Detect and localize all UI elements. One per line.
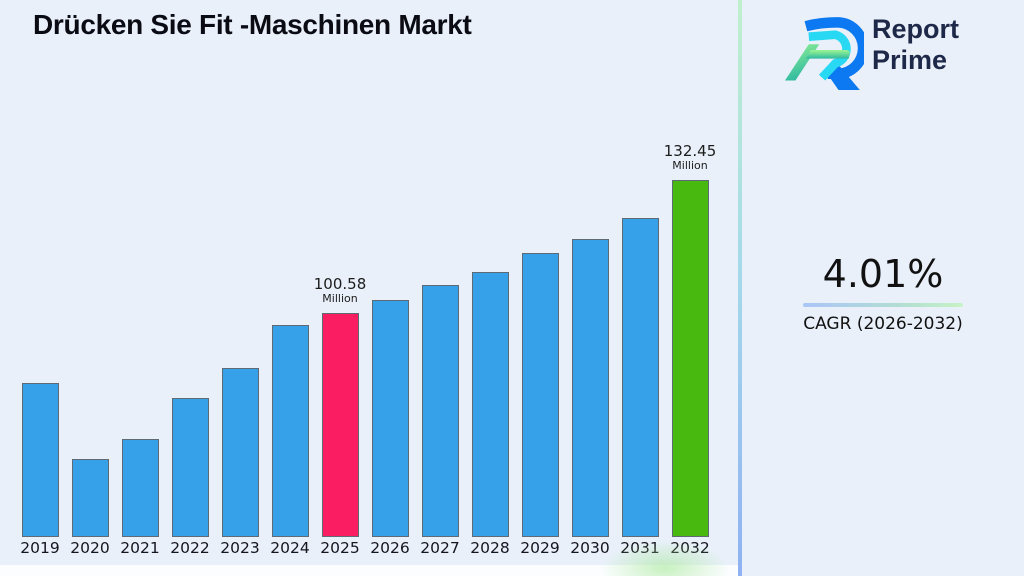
cagr-block: 4.01% CAGR (2026-2032) [742,252,1024,334]
bar-value-label-2025: 100.58 Million [313,275,367,306]
x-tick-label-2022: 2022 [170,539,210,557]
x-tick-label-2032: 2032 [670,539,710,557]
bar-2024 [271,325,309,537]
bar-plot: 100.58 Million 132.45 Million [0,142,738,537]
bar-2019 [21,383,59,537]
bottom-strip [0,565,738,576]
bar-2020 [71,459,109,537]
x-tick-label-2031: 2031 [620,539,660,557]
bar-2031 [621,218,659,537]
bar-2022 [171,398,209,537]
cagr-underline-decoration [803,303,963,307]
x-tick-label-2028: 2028 [470,539,510,557]
chart-section: Drücken Sie Fit -Maschinen Markt 100.58 M… [0,9,738,576]
brand-name: Report Prime [872,14,959,76]
bar-2023 [221,368,259,537]
x-tick-label-2023: 2023 [220,539,260,557]
x-tick-label-2020: 2020 [70,539,110,557]
chart-title: Drücken Sie Fit -Maschinen Markt [33,9,472,40]
x-tick-label-2021: 2021 [120,539,160,557]
bar-2026 [371,300,409,537]
bar-2027 [421,285,459,537]
bar-2029 [521,253,559,537]
x-tick-label-2030: 2030 [570,539,610,557]
brand-name-line1: Report [872,14,959,44]
bar-value-label-2032: 132.45 Million [663,142,717,173]
bar-2025 [321,313,359,537]
x-tick-label-2029: 2029 [520,539,560,557]
vertical-divider [738,0,742,576]
bar-2028 [471,272,509,537]
brand-name-line2: Prime [872,45,948,75]
cagr-label: CAGR (2026-2032) [803,314,963,334]
side-panel: Report Prime 4.01% CAGR (2026-2032) [742,0,1024,576]
bar-2032 [671,180,709,537]
bar-2021 [121,439,159,537]
x-tick-label-2025: 2025 [320,539,360,557]
bar-2030 [571,239,609,537]
report-prime-logo-icon [784,17,864,90]
brand: Report Prime [784,8,1014,94]
cagr-value: 4.01% [822,252,944,296]
x-tick-label-2024: 2024 [270,539,310,557]
x-tick-label-2027: 2027 [420,539,460,557]
x-tick-label-2026: 2026 [370,539,410,557]
x-axis: 2019 2020 2021 2022 2023 2024 2025 2026 2027 2028… [0,539,738,561]
x-tick-label-2019: 2019 [20,539,60,557]
